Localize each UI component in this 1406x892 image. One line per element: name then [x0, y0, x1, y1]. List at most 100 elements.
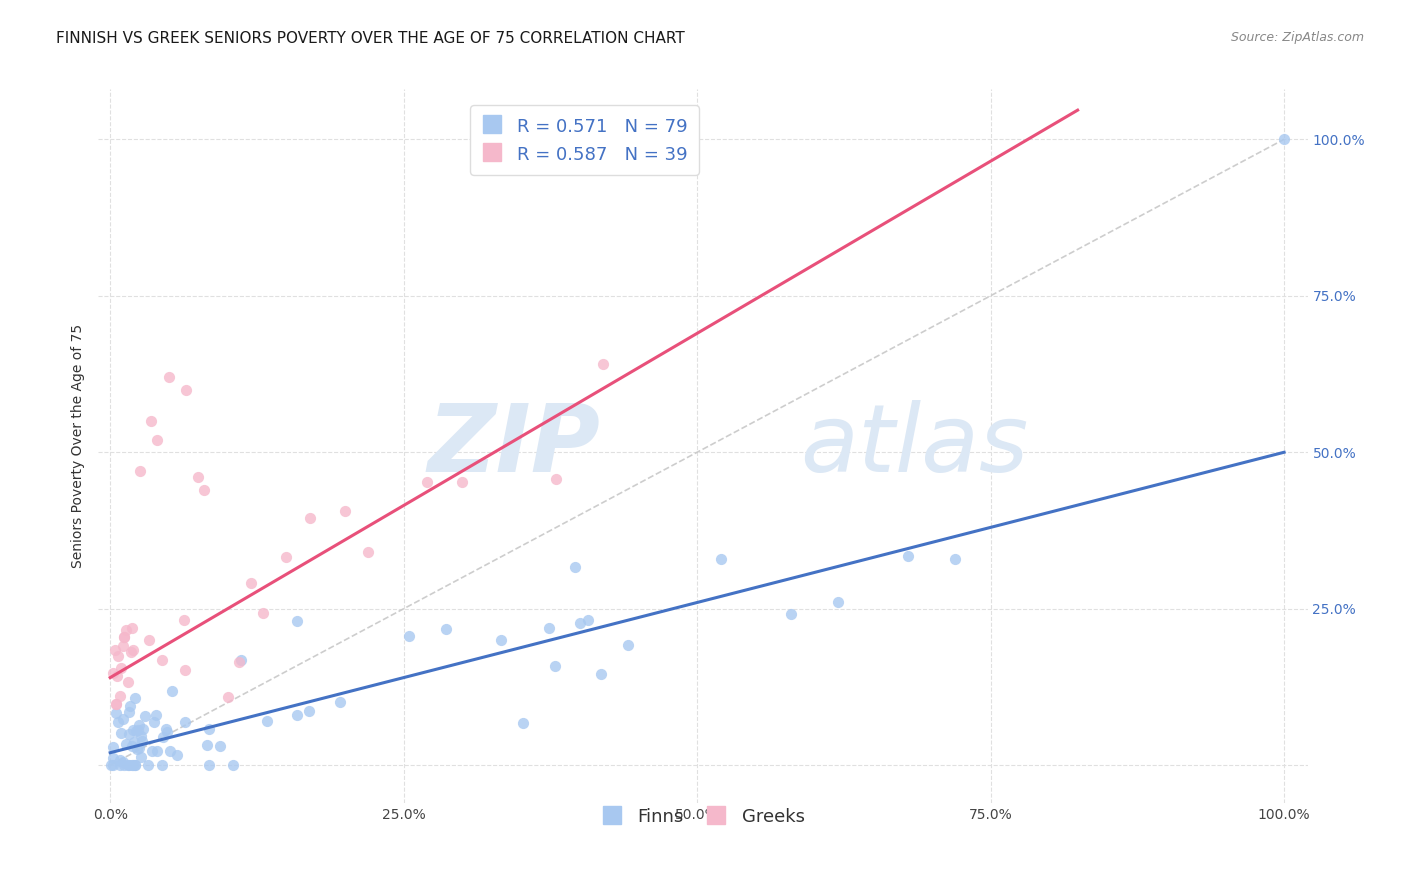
Point: [333, 504, 356, 518]
Point: [124, 758, 146, 772]
Y-axis label: Seniors Poverty Over the Age of 75: Seniors Poverty Over the Age of 75: [72, 324, 86, 568]
Point: [155, 722, 177, 736]
Point: [285, 614, 308, 628]
Point: [197, 738, 219, 752]
Point: [357, 545, 380, 559]
Point: [120, 645, 142, 659]
Point: [1272, 132, 1295, 146]
Point: [166, 747, 188, 762]
Point: [101, 751, 124, 765]
Point: [128, 718, 150, 732]
Point: [121, 621, 143, 635]
Point: [329, 695, 352, 709]
Point: [591, 666, 613, 681]
Point: [592, 358, 614, 372]
Legend: Finns, Greeks: Finns, Greeks: [595, 801, 811, 833]
Point: [228, 655, 250, 669]
Point: [108, 689, 131, 703]
Point: [110, 661, 132, 675]
Point: [174, 663, 197, 677]
Point: [118, 758, 141, 772]
Point: [104, 643, 127, 657]
Point: [118, 698, 141, 713]
Point: [114, 737, 136, 751]
Point: [209, 739, 232, 753]
Point: [107, 649, 129, 664]
Point: [780, 607, 803, 621]
Point: [100, 758, 122, 772]
Point: [141, 414, 163, 428]
Point: [150, 652, 173, 666]
Point: [125, 723, 148, 738]
Point: [121, 739, 143, 753]
Point: [127, 723, 149, 737]
Point: [117, 758, 139, 772]
Point: [544, 658, 567, 673]
Point: [276, 549, 298, 564]
Point: [112, 758, 135, 772]
Point: [138, 633, 160, 648]
Point: [152, 731, 174, 745]
Text: atlas: atlas: [800, 401, 1028, 491]
Point: [118, 705, 141, 719]
Text: FINNISH VS GREEK SENIORS POVERTY OVER THE AGE OF 75 CORRELATION CHART: FINNISH VS GREEK SENIORS POVERTY OVER TH…: [56, 31, 685, 46]
Point: [173, 614, 195, 628]
Point: [897, 549, 920, 563]
Point: [125, 741, 148, 756]
Point: [124, 758, 146, 772]
Point: [193, 483, 215, 497]
Point: [222, 758, 245, 772]
Point: [252, 606, 274, 620]
Point: [198, 722, 221, 736]
Point: [489, 632, 512, 647]
Point: [197, 758, 219, 772]
Text: Source: ZipAtlas.com: Source: ZipAtlas.com: [1230, 31, 1364, 45]
Point: [564, 559, 586, 574]
Point: [146, 433, 169, 447]
Point: [112, 755, 135, 769]
Point: [112, 631, 135, 645]
Point: [398, 629, 420, 643]
Point: [131, 734, 153, 748]
Point: [121, 758, 143, 772]
Point: [124, 691, 146, 706]
Point: [110, 726, 132, 740]
Point: [157, 370, 180, 384]
Point: [122, 735, 145, 749]
Point: [143, 714, 166, 729]
Point: [111, 712, 134, 726]
Point: [117, 674, 139, 689]
Point: [546, 471, 568, 485]
Point: [108, 753, 131, 767]
Point: [159, 744, 181, 758]
Point: [128, 464, 150, 478]
Point: [436, 622, 458, 636]
Point: [107, 714, 129, 729]
Point: [256, 714, 278, 729]
Point: [108, 758, 131, 772]
Text: ZIP: ZIP: [427, 400, 600, 492]
Point: [217, 690, 239, 704]
Point: [129, 749, 152, 764]
Point: [105, 698, 128, 712]
Point: [112, 630, 135, 644]
Point: [134, 709, 156, 723]
Point: [146, 744, 169, 758]
Point: [162, 683, 184, 698]
Point: [617, 638, 640, 652]
Point: [121, 723, 143, 737]
Point: [231, 653, 253, 667]
Point: [537, 621, 560, 635]
Point: [103, 739, 125, 754]
Point: [176, 383, 198, 397]
Point: [105, 706, 128, 720]
Point: [240, 576, 263, 591]
Point: [512, 715, 534, 730]
Point: [298, 704, 321, 718]
Point: [298, 510, 321, 524]
Point: [118, 727, 141, 741]
Point: [451, 475, 474, 489]
Point: [710, 552, 733, 566]
Point: [576, 613, 599, 627]
Point: [103, 758, 125, 772]
